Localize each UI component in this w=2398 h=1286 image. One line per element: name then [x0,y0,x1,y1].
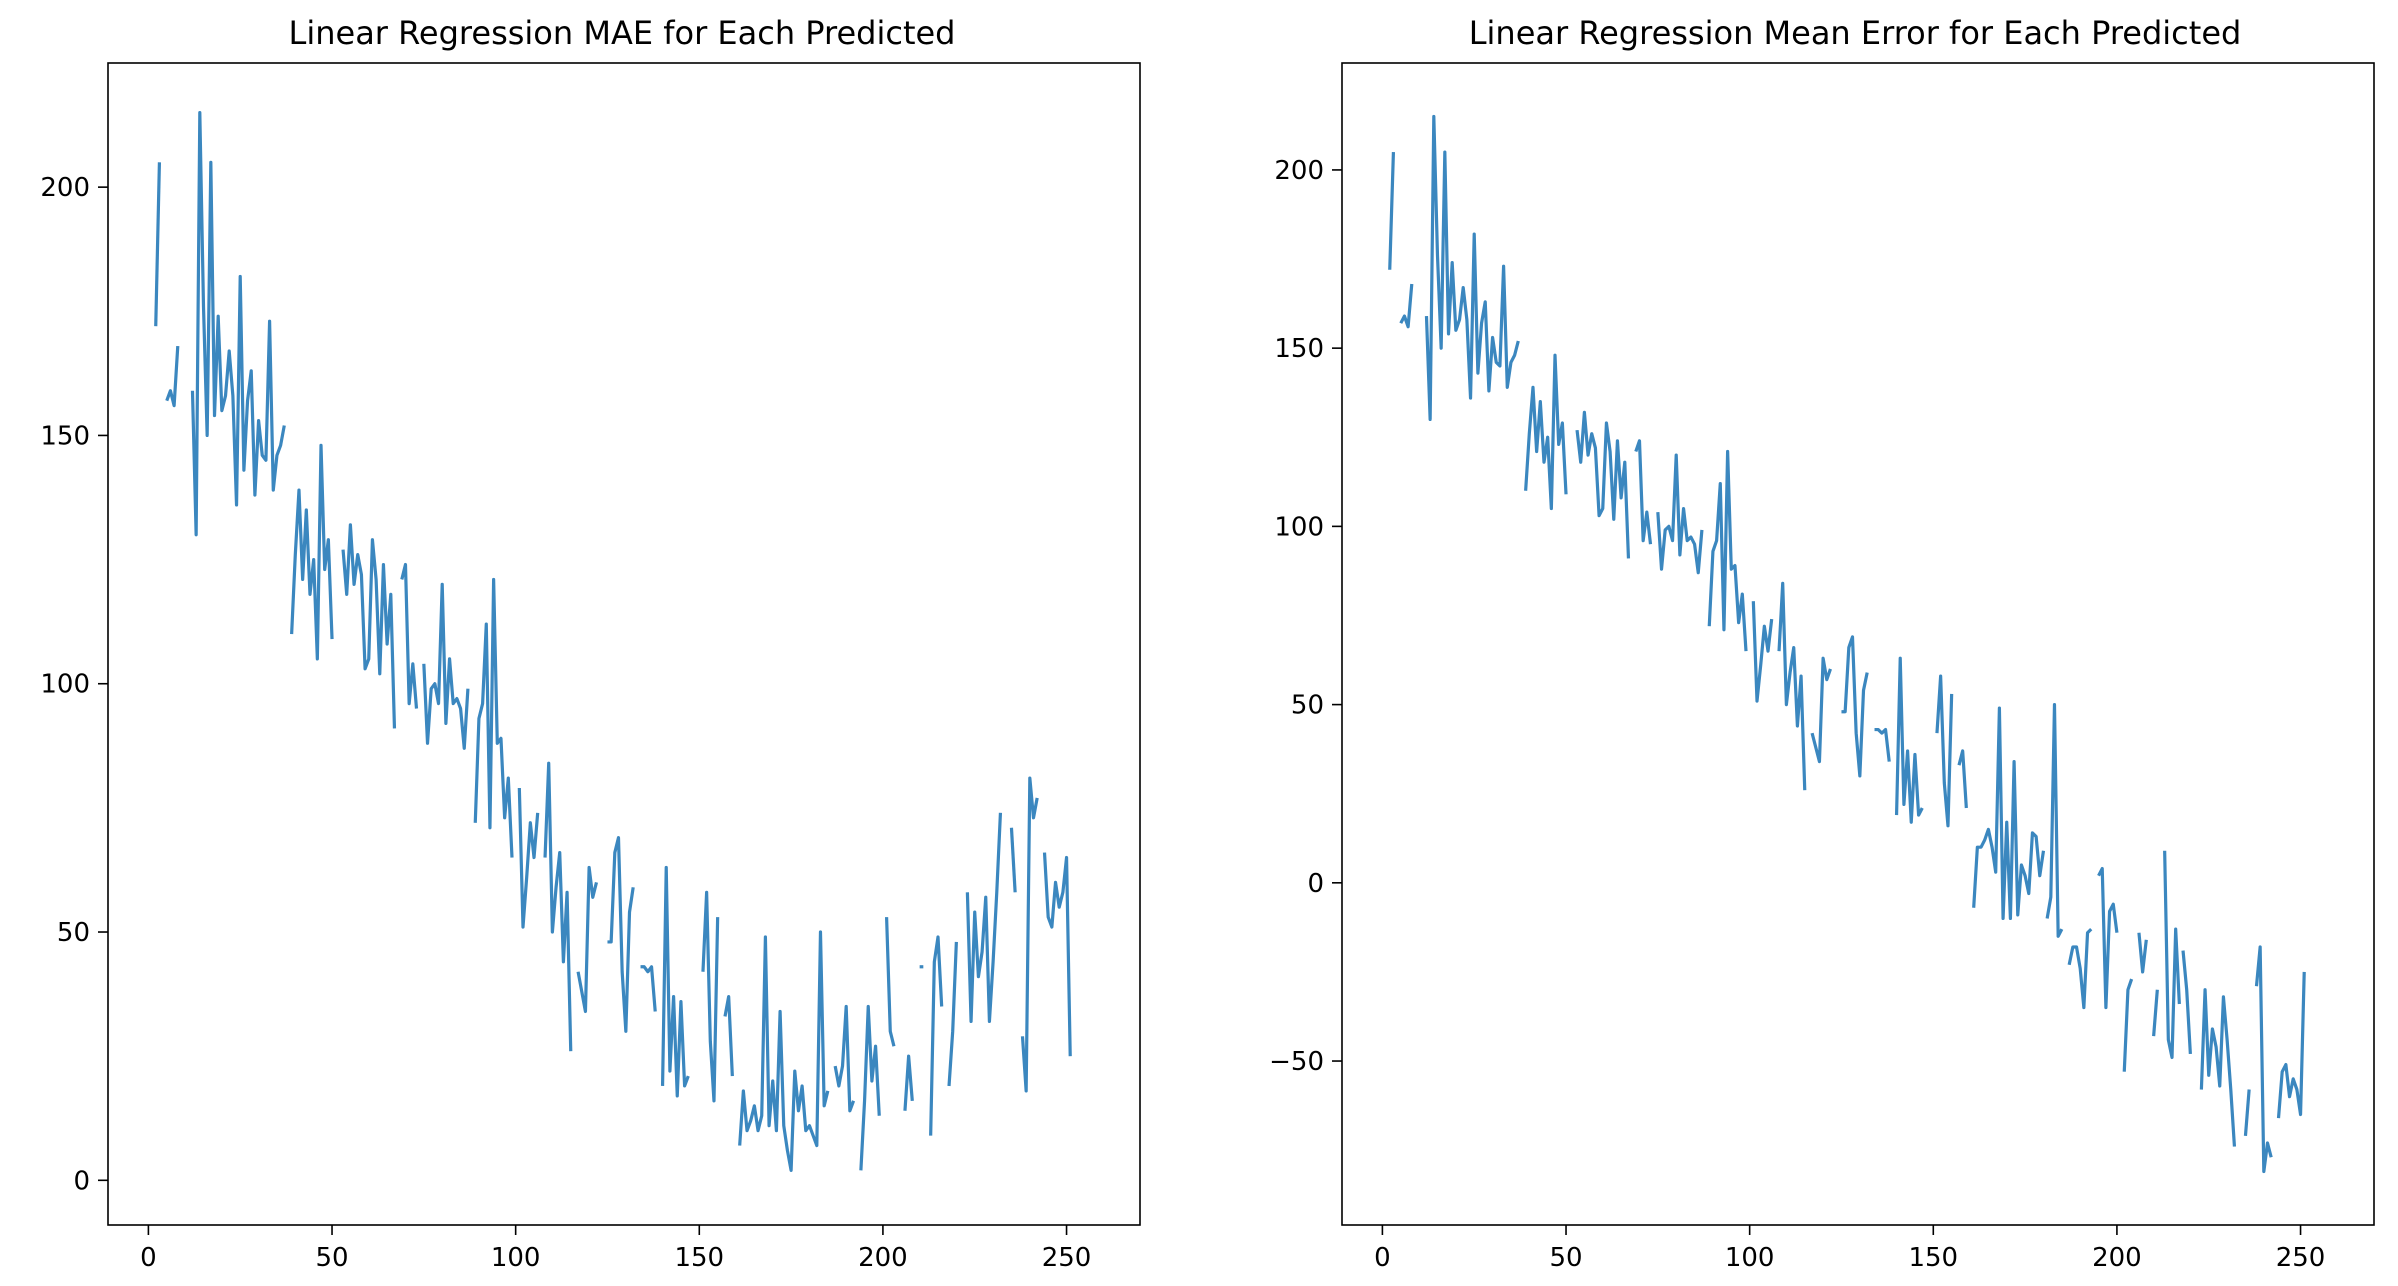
x-tick-label: 50 [315,1243,348,1273]
plot-area-mean-error: 0 50 100 150 200 250 −50 0 50 100 150 200 [1269,62,2375,1273]
y-tick-label: 200 [40,173,90,203]
x-tick-label: 100 [491,1243,541,1273]
y-tick-label: 100 [40,670,90,700]
chart-mean-error: Linear Regression Mean Error for Each Pr… [1269,14,2375,1273]
y-tick-label: 100 [1274,512,1324,542]
series-line-segment [1935,674,1954,828]
series-line-segment [929,935,944,1136]
series-line-segment [576,865,599,1014]
y-tick-label: 50 [1291,691,1324,721]
series-line-segment [607,836,635,1033]
y-tick-label: 200 [1274,156,1324,186]
plot-area-mae: 0 50 100 150 200 250 0 50 100 150 200 [40,62,1141,1273]
x-tick-label: 0 [140,1243,157,1273]
chart-title-mean-error: Linear Regression Mean Error for Each Pr… [1469,14,2242,52]
series-line-segment [2199,988,2237,1147]
x-tick-label: 50 [1549,1243,1582,1273]
x-tick-label: 150 [674,1243,724,1273]
series-line-segment [2254,945,2273,1174]
series-line-segment [1399,283,1414,329]
series-line-segment [1874,727,1891,762]
series-line-segment [1972,706,2046,921]
series-line-segment [738,930,830,1172]
series-line-segment [2181,950,2192,1055]
series-line-segment [190,111,286,537]
x-tick-label: 200 [858,1243,908,1273]
series-line-segment [640,965,657,1012]
series-line-segment [1656,453,1704,575]
series-line-segment [2243,1089,2251,1137]
series-line-segment [1810,656,1832,764]
series-line-segment [903,1054,914,1111]
series-line-segment [1634,439,1653,545]
x-tick-label: 200 [2092,1243,2142,1273]
series-line-segment [859,1004,881,1171]
series-line-segment [422,582,470,750]
series-line-segment [1841,635,1869,778]
series-line-segment [543,761,573,1052]
x-tick-label: 100 [1725,1243,1775,1273]
axes-frame [1341,62,2375,1226]
series-line-segment [1894,656,1924,824]
series-line-segment [947,941,958,1087]
y-tick-label: −50 [1269,1047,1324,1077]
series-line-segment [473,577,514,858]
series-line-segment [2276,971,2306,1119]
series-line-segment [165,345,180,408]
series-line-segment [1957,749,1968,809]
y-tick-label: 0 [1307,869,1324,899]
series-line-segment [2067,928,2093,1010]
x-tick-label: 250 [2276,1243,2326,1273]
series-line-segment [1042,852,1072,1057]
series-line-segment [660,865,690,1098]
series-line-segment [1388,152,1396,270]
series-line-segment [701,890,720,1103]
series-line-segment [1424,114,1520,422]
x-tick-label: 150 [1908,1243,1958,1273]
series-line-segment [1575,410,1631,559]
series-line-segment [1009,827,1017,893]
series-line-segment [2122,978,2134,1072]
y-tick-label: 150 [40,421,90,451]
series-line-segment [400,562,419,709]
series-line-segment [1020,776,1039,1093]
series-line-segment [341,523,397,729]
series-line-segment [1751,601,1774,703]
series-line-segment [290,443,334,661]
axes-frame [107,62,1141,1226]
series-line-segment [2152,989,2159,1037]
series-line-segment [833,1004,856,1113]
y-tick-label: 0 [73,1166,90,1196]
series-line-segment [723,994,734,1077]
series-line-segment [2137,932,2148,974]
y-tick-label: 150 [1274,334,1324,364]
series-line-segment [154,162,162,327]
series-line-segment [884,917,896,1047]
chart-mae: Linear Regression MAE for Each Predicted… [40,14,1141,1273]
x-tick-label: 250 [1042,1243,1092,1273]
y-tick-label: 50 [57,918,90,948]
series-line-segment [1524,353,1568,511]
x-tick-label: 0 [1374,1243,1391,1273]
series-line-segment [2045,702,2064,938]
series-line-segment [1777,581,1807,791]
chart-title-mae: Linear Regression MAE for Each Predicted [289,14,956,52]
series-line-segment [1707,449,1748,652]
series-line-segment [2163,850,2181,1060]
series-line-segment [2097,866,2119,1010]
series-line-segment [517,787,540,929]
series-line-segment [965,812,1003,1024]
